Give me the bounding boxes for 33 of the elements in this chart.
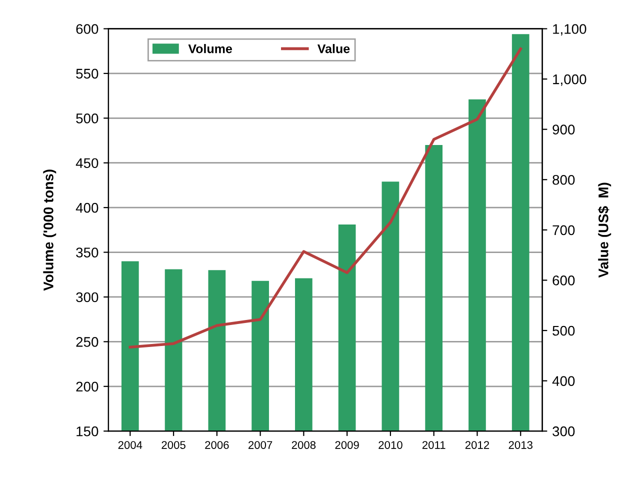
x-tick-label: 2010 (378, 441, 402, 449)
legend-label: Volume (188, 44, 232, 54)
x-tick-label: 2006 (205, 441, 229, 449)
y2-tick-label: 1,100 (553, 24, 586, 36)
y-tick-label: 350 (76, 248, 98, 258)
y-tick-label: 400 (76, 202, 98, 213)
y-tick-label: 600 (76, 24, 98, 34)
x-tick-label: 2005 (162, 441, 186, 449)
x-tick-label: 2011 (422, 441, 446, 449)
x-tick-label: 2013 (508, 441, 532, 449)
y-tick-label: 300 (76, 292, 98, 302)
legend-label: Value (317, 44, 350, 54)
y2-axis-title: Value (US$ M) (598, 182, 612, 278)
y-tick-label: 250 (76, 337, 98, 347)
y-axis-title: Volume ('000 tons) (43, 170, 56, 291)
y2-tick-label: 600 (552, 276, 575, 286)
y-tick-label: 500 (76, 113, 98, 124)
x-tick-label: 2009 (335, 441, 359, 449)
y2-tick-label: 1,000 (553, 74, 586, 86)
y2-tick-label: 800 (552, 174, 575, 185)
y-tick-label: 200 (76, 382, 98, 392)
y2-tick-label: 900 (552, 124, 575, 134)
y2-tick-label: 300 (552, 426, 575, 436)
y-tick-label: 450 (76, 158, 98, 168)
y2-tick-label: 700 (552, 225, 575, 236)
y-tick-label: 150 (76, 426, 98, 436)
y-tick-label: 550 (76, 68, 98, 79)
x-tick-label: 2004 (118, 441, 142, 449)
x-tick-label: 2012 (465, 441, 490, 449)
x-tick-label: 2007 (248, 441, 272, 449)
x-tick-label: 2008 (292, 441, 316, 449)
y2-tick-label: 500 (552, 326, 575, 336)
y2-tick-label: 400 (552, 376, 575, 386)
